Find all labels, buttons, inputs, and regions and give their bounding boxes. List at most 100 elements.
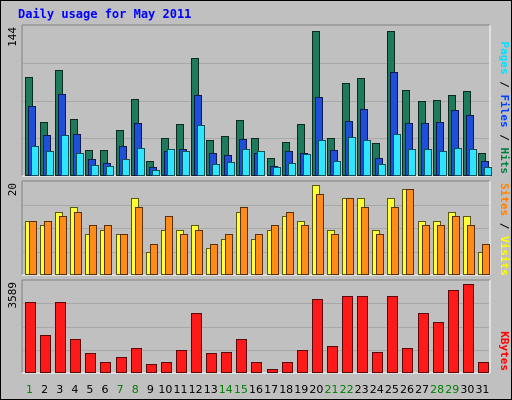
bar-kbytes-day-31 — [478, 362, 489, 373]
bar-kbytes-day-30 — [463, 284, 474, 373]
bar-pages-day-7 — [122, 159, 130, 176]
bar-pages-day-10 — [167, 149, 175, 176]
bar-pages-day-18 — [288, 163, 296, 176]
bar-sites-day-28 — [437, 225, 445, 275]
bar-sites-day-7 — [120, 234, 128, 275]
legend-sites: Sites — [498, 183, 511, 216]
y-max-label: 3589 — [6, 282, 19, 309]
bar-kbytes-day-15 — [236, 339, 247, 373]
bar-pages-day-17 — [273, 167, 281, 176]
day-label-22: 22 — [340, 383, 354, 396]
bar-kbytes-day-2 — [40, 335, 51, 373]
bar-pages-day-25 — [393, 134, 401, 176]
day-label-2: 2 — [41, 383, 48, 396]
bar-kbytes-day-11 — [176, 350, 187, 373]
bar-pages-day-28 — [439, 151, 447, 176]
day-label-17: 17 — [264, 383, 278, 396]
panel-3: 3589 KBytes — [6, 279, 511, 374]
legend-separator: / — [498, 128, 511, 148]
bar-kbytes-day-4 — [70, 339, 81, 373]
bar-pages-day-14 — [227, 162, 235, 176]
bar-sites-day-1 — [29, 221, 37, 275]
bar-kbytes-day-12 — [191, 313, 202, 373]
bar-sites-day-5 — [89, 225, 97, 275]
legend: Pages / Files / Hits — [498, 42, 511, 175]
day-label-19: 19 — [294, 383, 308, 396]
legend-separator: / — [498, 216, 511, 236]
legend-kbytes: KBytes — [498, 331, 511, 371]
day-label-24: 24 — [370, 383, 384, 396]
bar-pages-day-12 — [197, 125, 205, 176]
bar-kbytes-day-19 — [297, 350, 308, 373]
bar-kbytes-day-13 — [206, 353, 217, 373]
bar-sites-day-4 — [74, 212, 82, 275]
legend-hits: Hits — [498, 148, 511, 175]
legend-pages: Pages — [498, 42, 511, 75]
bar-pages-day-27 — [424, 149, 432, 176]
bar-pages-day-2 — [46, 151, 54, 176]
bar-kbytes-day-1 — [25, 302, 36, 373]
panel-1: 144 Pages / Files / Hits — [6, 24, 511, 177]
legend-visits: Visits — [498, 236, 511, 276]
bar-sites-day-16 — [255, 234, 263, 275]
bar-pages-day-22 — [348, 137, 356, 176]
bar-pages-day-23 — [363, 140, 371, 176]
bar-sites-day-8 — [135, 207, 143, 275]
bar-kbytes-day-25 — [387, 296, 398, 373]
bar-pages-day-3 — [61, 135, 69, 176]
bar-sites-day-9 — [150, 244, 158, 275]
day-label-30: 30 — [460, 383, 474, 396]
day-label-12: 12 — [189, 383, 203, 396]
bar-sites-day-12 — [195, 230, 203, 275]
bar-kbytes-day-24 — [372, 352, 383, 373]
legend-files: Files — [498, 95, 511, 128]
day-label-3: 3 — [56, 383, 63, 396]
bar-pages-day-1 — [31, 146, 39, 176]
bar-sites-day-18 — [286, 212, 294, 275]
legend: Sites / Visits — [498, 183, 511, 276]
bar-kbytes-day-8 — [131, 348, 142, 373]
bar-kbytes-day-3 — [55, 302, 66, 373]
bar-pages-day-13 — [212, 164, 220, 176]
bar-kbytes-day-7 — [116, 357, 127, 373]
bar-sites-day-13 — [210, 244, 218, 275]
day-label-8: 8 — [132, 383, 139, 396]
bar-pages-day-30 — [469, 149, 477, 176]
bar-kbytes-day-28 — [433, 322, 444, 373]
day-label-6: 6 — [102, 383, 109, 396]
day-label-10: 10 — [158, 383, 172, 396]
bar-kbytes-day-5 — [85, 353, 96, 373]
chart-title: Daily usage for May 2011 — [18, 7, 192, 21]
day-label-29: 29 — [445, 383, 459, 396]
bar-kbytes-day-27 — [418, 313, 429, 373]
day-label-31: 31 — [475, 383, 489, 396]
day-label-11: 11 — [174, 383, 188, 396]
day-label-4: 4 — [71, 383, 78, 396]
legend: KBytes — [498, 331, 511, 371]
bar-sites-day-21 — [331, 234, 339, 275]
bar-sites-day-30 — [467, 225, 475, 275]
day-label-18: 18 — [279, 383, 293, 396]
bar-kbytes-day-18 — [282, 362, 293, 373]
bar-kbytes-day-29 — [448, 290, 459, 373]
bar-sites-day-22 — [346, 198, 354, 275]
day-label-25: 25 — [385, 383, 399, 396]
bar-kbytes-day-21 — [327, 346, 338, 373]
bar-sites-day-17 — [271, 225, 279, 275]
day-label-13: 13 — [204, 383, 218, 396]
day-label-28: 28 — [430, 383, 444, 396]
bar-sites-day-29 — [452, 216, 460, 275]
bar-kbytes-day-20 — [312, 299, 323, 373]
day-label-20: 20 — [309, 383, 323, 396]
bar-pages-day-16 — [257, 151, 265, 176]
bar-sites-day-3 — [59, 216, 67, 275]
bar-kbytes-day-10 — [161, 362, 172, 373]
bar-sites-day-6 — [104, 225, 112, 275]
bar-kbytes-day-14 — [221, 352, 232, 373]
bar-pages-day-31 — [484, 167, 492, 176]
panel-2: 20 Sites / Visits — [6, 180, 511, 276]
legend-separator: / — [498, 75, 511, 95]
bar-sites-day-25 — [391, 207, 399, 275]
bar-sites-day-20 — [316, 194, 324, 275]
